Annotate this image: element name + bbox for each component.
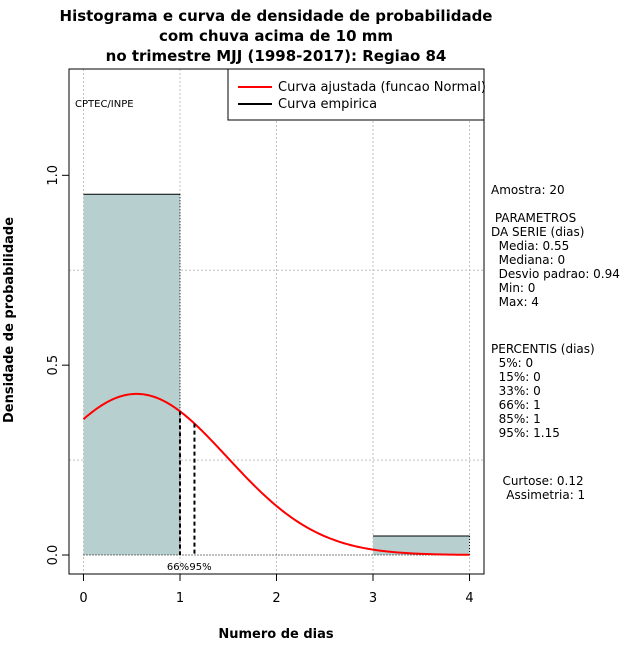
y-tick-label: 0.5 xyxy=(46,355,61,376)
y-axis: 0.0 0.5 1.0 xyxy=(46,165,70,566)
percentile-lines: 66% 95% xyxy=(167,411,212,573)
x-axis: 0 1 2 3 4 xyxy=(79,573,474,606)
chart-title-line-1: Histograma e curva de densidade de proba… xyxy=(60,7,493,25)
percentiles: PERCENTIS (dias) 5%: 0 15%: 0 33%: 0 66%… xyxy=(491,342,595,440)
x-tick-label: 2 xyxy=(272,591,280,606)
histogram-bar xyxy=(83,194,180,556)
x-tick-label: 4 xyxy=(465,591,473,606)
y-tick-label: 0.0 xyxy=(46,545,61,566)
x-axis-title: Numero de dias xyxy=(218,627,334,642)
x-tick-label: 0 xyxy=(79,591,87,606)
percentile-label: 66% xyxy=(167,562,189,573)
chart-title-line-3: no trimestre MJJ (1998-2017): Regiao 84 xyxy=(106,47,447,65)
legend-label-fit: Curva ajustada (funcao Normal) xyxy=(278,80,486,95)
y-tick-label: 1.0 xyxy=(46,165,61,186)
kurtosis-skewness: Curtose: 0.12 Assimetria: 1 xyxy=(502,474,586,502)
normal-fit-curve xyxy=(82,392,470,556)
legend-box xyxy=(227,68,485,121)
histogram-bars xyxy=(83,193,471,556)
x-tick-label: 3 xyxy=(369,591,377,606)
sample-size: Amostra: 20 xyxy=(491,183,565,197)
percentile-label: 95% xyxy=(189,562,211,573)
x-tick-label: 1 xyxy=(176,591,184,606)
chart-title-line-2: com chuva acima de 10 mm xyxy=(159,27,393,45)
histogram-bar xyxy=(373,536,470,556)
legend: Curva ajustada (funcao Normal) Curva emp… xyxy=(227,68,486,121)
series-parameters: PARAMETROS DA SERIE (dias) Media: 0.55 M… xyxy=(491,211,620,309)
y-axis-title: Densidade de probabilidade xyxy=(2,217,17,423)
density-curve xyxy=(82,392,470,556)
legend-label-empirical: Curva empirica xyxy=(278,97,377,112)
credit-label: CPTEC/INPE xyxy=(75,99,134,110)
